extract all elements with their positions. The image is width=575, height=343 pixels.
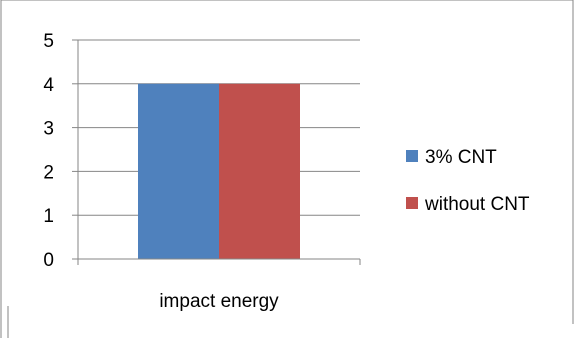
bar-without-cnt [219, 83, 300, 259]
y-tick-label: 3 [43, 119, 54, 140]
legend-swatch-without-cnt [406, 197, 418, 209]
y-tick-label: 4 [43, 75, 54, 96]
legend-swatch-3-cnt [406, 150, 418, 162]
y-tick-label: 0 [43, 250, 54, 271]
y-tick-label: 2 [43, 162, 54, 183]
y-tick-label: 1 [43, 206, 54, 227]
bars [138, 83, 300, 259]
axes [77, 40, 361, 265]
legend: 3% CNT without CNT [406, 147, 530, 215]
y-tick-label: 5 [43, 31, 54, 52]
legend-label-3-cnt: 3% CNT [425, 147, 497, 168]
y-axis-ticks: 0 1 2 3 4 5 [43, 31, 78, 271]
bar-3-cnt [138, 83, 219, 259]
x-tick-label: impact energy [159, 291, 279, 312]
legend-label-without-cnt: without CNT [424, 194, 530, 215]
x-axis-labels: impact energy [159, 291, 279, 312]
